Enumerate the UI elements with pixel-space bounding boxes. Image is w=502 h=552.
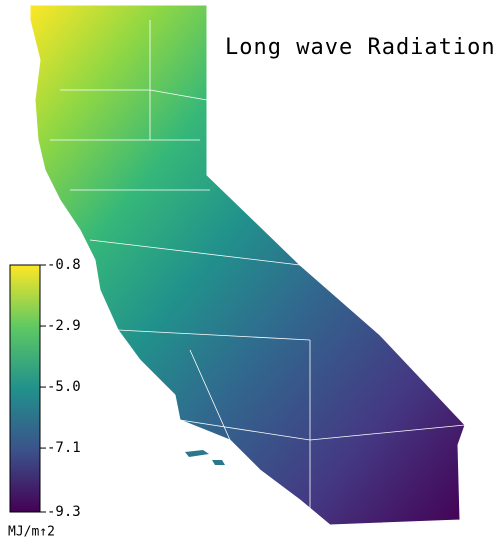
colorbar-label: MJ/m↑2 [8, 525, 55, 540]
colorbar-tick-label: -0.8 [47, 257, 81, 273]
island [185, 450, 225, 465]
colorbar-tick-label: -2.9 [47, 318, 81, 334]
county-lines [50, 20, 466, 520]
colorbar-tick-label: -9.3 [47, 504, 81, 520]
colorbar-tick-label: -7.1 [47, 440, 81, 456]
state-shape [29, 4, 466, 526]
map-title: Long wave Radiation [225, 35, 496, 60]
colorbar [9, 264, 41, 513]
colorbar-tick-label: -5.0 [47, 379, 81, 395]
